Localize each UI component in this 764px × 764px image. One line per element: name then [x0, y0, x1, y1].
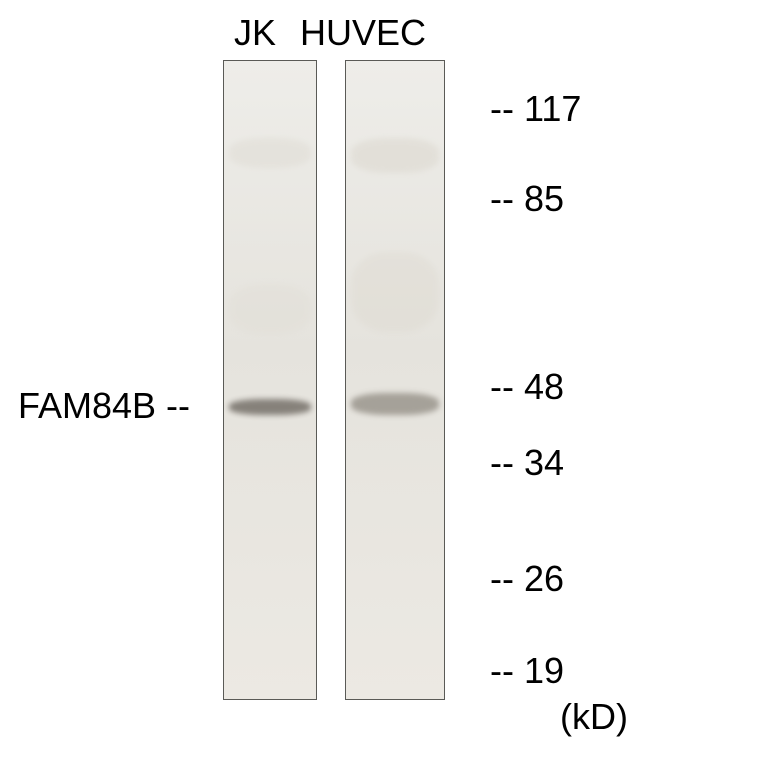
band [229, 399, 312, 415]
blot-area [205, 60, 465, 700]
lane-label-huvec: HUVEC [300, 12, 426, 54]
lane-jk [223, 60, 317, 700]
protein-label: FAM84B -- [18, 385, 190, 427]
band [229, 284, 312, 334]
marker-label: -- 34 [490, 442, 564, 484]
marker-label: -- 26 [490, 558, 564, 600]
marker-label: -- 19 [490, 650, 564, 692]
blot-figure: JK HUVEC FAM84B -- -- 117 -- 85 -- 48 -- 34… [0, 0, 764, 764]
band [351, 393, 439, 415]
band [351, 252, 439, 332]
marker-label: -- 48 [490, 366, 564, 408]
lane-huvec [345, 60, 445, 700]
marker-label: -- 117 [490, 88, 581, 130]
band [351, 138, 439, 173]
lane-label-jk: JK [234, 12, 276, 54]
marker-label: -- 85 [490, 178, 564, 220]
unit-label: (kD) [560, 696, 628, 738]
band [229, 138, 312, 168]
